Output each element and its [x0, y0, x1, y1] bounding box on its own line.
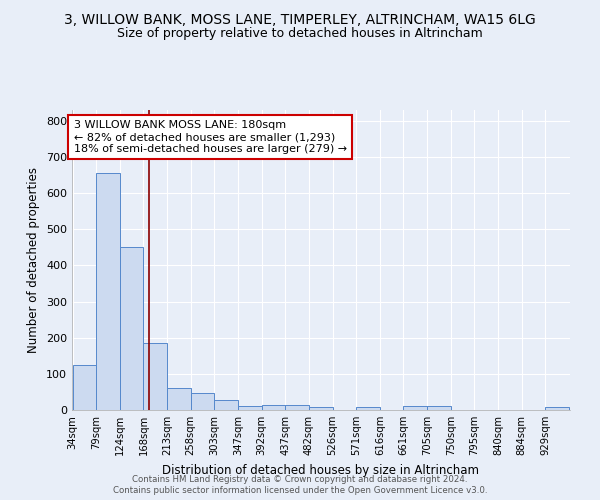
- Bar: [73, 365, 96, 410]
- Text: Size of property relative to detached houses in Altrincham: Size of property relative to detached ho…: [117, 28, 483, 40]
- Bar: [143, 343, 167, 410]
- Bar: [427, 406, 451, 410]
- Bar: [545, 407, 569, 410]
- Bar: [191, 392, 214, 410]
- Bar: [309, 407, 332, 410]
- Text: 3 WILLOW BANK MOSS LANE: 180sqm
← 82% of detached houses are smaller (1,293)
18%: 3 WILLOW BANK MOSS LANE: 180sqm ← 82% of…: [74, 120, 347, 154]
- Text: Contains public sector information licensed under the Open Government Licence v3: Contains public sector information licen…: [113, 486, 487, 495]
- Y-axis label: Number of detached properties: Number of detached properties: [28, 167, 40, 353]
- Bar: [96, 174, 120, 410]
- Bar: [214, 400, 238, 410]
- Bar: [356, 407, 380, 410]
- Bar: [262, 404, 285, 410]
- Bar: [285, 404, 309, 410]
- Bar: [120, 248, 143, 410]
- Text: Contains HM Land Registry data © Crown copyright and database right 2024.: Contains HM Land Registry data © Crown c…: [132, 475, 468, 484]
- X-axis label: Distribution of detached houses by size in Altrincham: Distribution of detached houses by size …: [163, 464, 479, 476]
- Bar: [238, 406, 262, 410]
- Text: 3, WILLOW BANK, MOSS LANE, TIMPERLEY, ALTRINCHAM, WA15 6LG: 3, WILLOW BANK, MOSS LANE, TIMPERLEY, AL…: [64, 12, 536, 26]
- Bar: [167, 388, 191, 410]
- Bar: [403, 406, 427, 410]
